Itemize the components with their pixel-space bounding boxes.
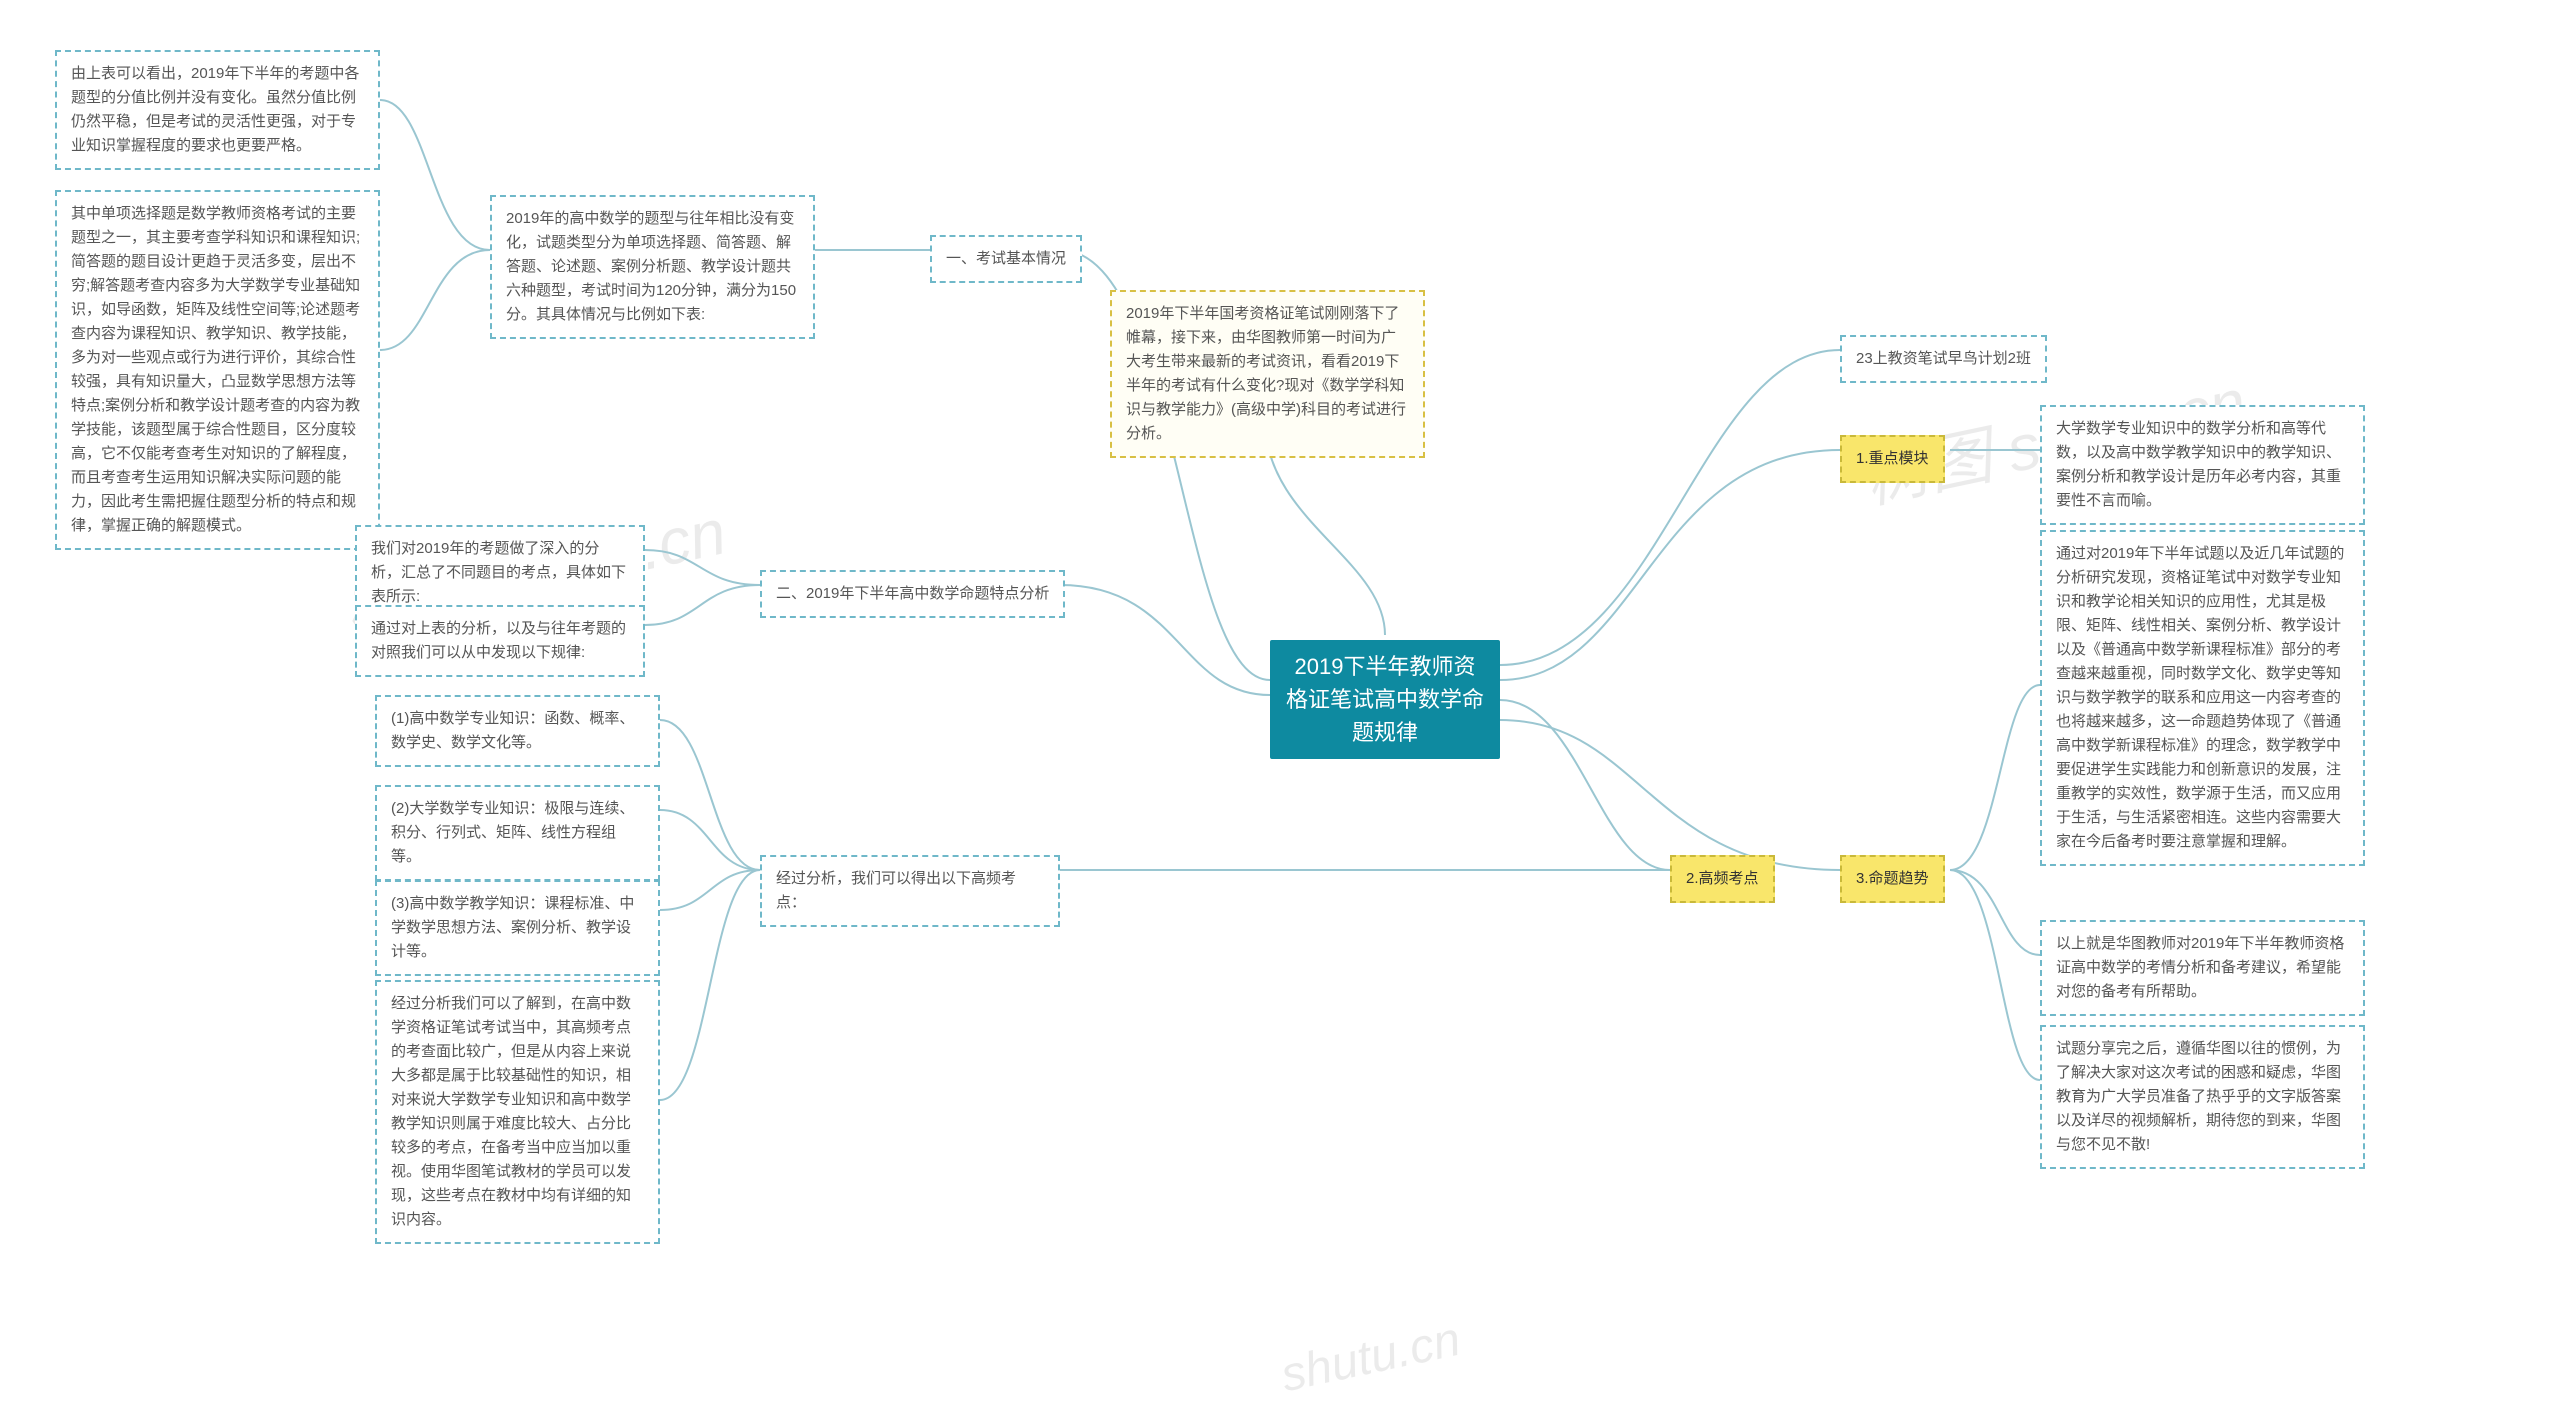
keymodule-text: 大学数学专业知识中的数学分析和高等代数，以及高中数学教学知识中的教学知识、案例分… bbox=[2040, 405, 2365, 525]
highfreq-intro: 经过分析，我们可以得出以下高频考点： bbox=[760, 855, 1060, 927]
basic-s2: 由上表可以看出，2019年下半年的考题中各题型的分值比例并没有变化。虽然分值比例… bbox=[55, 50, 380, 170]
section-feature-label: 二、2019年下半年高中数学命题特点分析 bbox=[760, 570, 1065, 618]
trend-label: 3.命题趋势 bbox=[1840, 855, 1945, 903]
highfreq-s3: (3)高中数学教学知识：课程标准、中学数学思想方法、案例分析、教学设计等。 bbox=[375, 880, 660, 976]
section-basic-label: 一、考试基本情况 bbox=[930, 235, 1082, 283]
root-node: 2019下半年教师资格证笔试高中数学命题规律 bbox=[1270, 640, 1500, 759]
watermark: shutu.cn bbox=[1276, 1312, 1465, 1403]
highfreq-s2: (2)大学数学专业知识：极限与连续、积分、行列式、矩阵、线性方程组等。 bbox=[375, 785, 660, 881]
highfreq-label: 2.高频考点 bbox=[1670, 855, 1775, 903]
feature-s2: 通过对上表的分析，以及与往年考题的对照我们可以从中发现以下规律: bbox=[355, 605, 645, 677]
plan-box: 23上教资笔试早鸟计划2班 bbox=[1840, 335, 2047, 383]
keymodule-label: 1.重点模块 bbox=[1840, 435, 1945, 483]
highfreq-s4: 经过分析我们可以了解到，在高中数学资格证笔试考试当中，其高频考点的考查面比较广，… bbox=[375, 980, 660, 1244]
highfreq-s1: (1)高中数学专业知识：函数、概率、数学史、数学文化等。 bbox=[375, 695, 660, 767]
trend-s1: 通过对2019年下半年试题以及近几年试题的分析研究发现，资格证笔试中对数学专业知… bbox=[2040, 530, 2365, 866]
trend-s2: 以上就是华图教师对2019年下半年教师资格证高中数学的考情分析和备考建议，希望能… bbox=[2040, 920, 2365, 1016]
trend-s3: 试题分享完之后，遵循华图以往的惯例，为了解决大家对这次考试的困惑和疑虑，华图教育… bbox=[2040, 1025, 2365, 1169]
basic-s1: 2019年的高中数学的题型与往年相比没有变化，试题类型分为单项选择题、简答题、解… bbox=[490, 195, 815, 339]
intro-box: 2019年下半年国考资格证笔试刚刚落下了帷幕，接下来，由华图教师第一时间为广大考… bbox=[1110, 290, 1425, 458]
basic-s3: 其中单项选择题是数学教师资格考试的主要题型之一，其主要考查学科知识和课程知识;简… bbox=[55, 190, 380, 550]
